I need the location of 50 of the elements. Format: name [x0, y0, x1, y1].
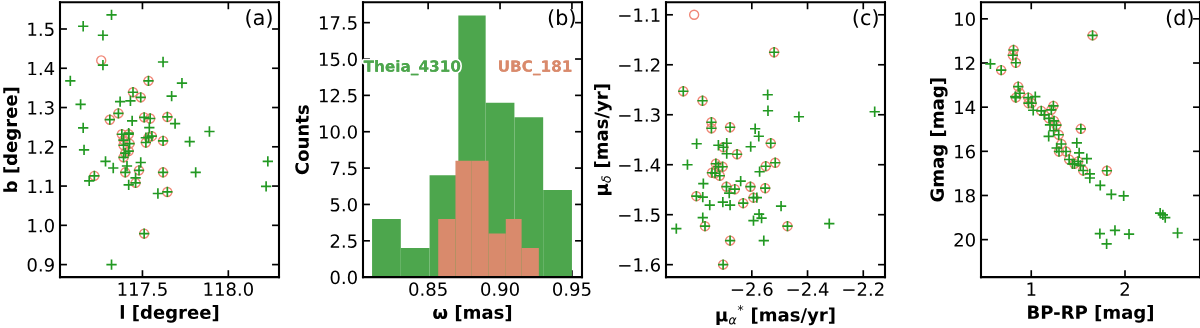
y-axis-title: Counts — [295, 105, 309, 175]
x-tick-label: 117.5 — [118, 282, 167, 296]
x-tick-label: 0.95 — [553, 282, 591, 296]
x-tick-label: −2.4 — [787, 282, 829, 296]
x-tick-label: −2.6 — [731, 282, 773, 296]
y-tick-label: 18 — [955, 188, 975, 203]
y-tick-label: 0.9 — [27, 258, 54, 272]
text: UBC_181 — [499, 60, 572, 76]
y-tick-label: 10.0 — [319, 125, 357, 139]
y-tick-label: 1.0 — [28, 218, 54, 233]
y-tick-label: −1.5 — [619, 208, 660, 222]
y-tick-label: 1.5 — [28, 22, 54, 37]
annotation: (d) — [1166, 9, 1193, 28]
annotation: (a) — [246, 9, 272, 28]
x-tick-label: −2.2 — [843, 282, 884, 296]
y-tick-label: −1.3 — [619, 108, 660, 122]
y-tick-label: −1.6 — [619, 258, 660, 272]
y-tick-label: −1.2 — [619, 58, 660, 72]
y-tick-label: 5.0 — [330, 197, 357, 212]
x-tick-label: 0.90 — [481, 282, 519, 296]
x-tick-label: 1 — [1027, 282, 1036, 296]
annotation: (b) — [548, 9, 575, 28]
y-tick-label: 10 — [955, 12, 975, 26]
y-axis-title: μ$_{δ}$ [mas/yr] — [594, 84, 612, 195]
y-tick-label: 2.5 — [330, 234, 357, 248]
y-tick-label: −1.1 — [619, 8, 660, 22]
y-tick-label: 0.0 — [330, 270, 357, 285]
y-tick-label: 1.1 — [28, 179, 54, 193]
y-tick-label: 14 — [955, 100, 976, 115]
y-axis-title: Gmag [mag] — [929, 78, 948, 202]
y-tick-label: 17.5 — [319, 16, 357, 30]
annotation: (c) — [853, 9, 878, 28]
y-tick-label: 20 — [954, 233, 975, 247]
y-tick-label: 12 — [955, 56, 975, 70]
x-axis-title: ω [mas] — [433, 305, 512, 322]
y-tick-label: 16 — [955, 144, 975, 159]
x-axis-title: BP-RP [mag] — [1028, 305, 1153, 323]
y-axis-title: b [degree] — [3, 87, 21, 192]
y-tick-label: 15.0 — [319, 52, 357, 67]
x-axis-title: l [degree] — [120, 305, 219, 323]
x-tick-label: 2 — [1120, 282, 1129, 296]
y-tick-label: 1.2 — [28, 140, 54, 154]
y-tick-label: 1.3 — [28, 100, 54, 115]
y-tick-label: −1.4 — [619, 158, 661, 172]
x-axis-title: μ$_{α}$$^{*}$ [mas/yr] — [716, 305, 835, 326]
y-tick-label: 1.4 — [28, 61, 55, 76]
y-tick-label: 12.5 — [319, 88, 357, 103]
y-tick-label: 7.5 — [330, 161, 357, 176]
x-tick-label: 0.85 — [409, 282, 447, 296]
x-tick-label: 118.0 — [204, 282, 253, 296]
